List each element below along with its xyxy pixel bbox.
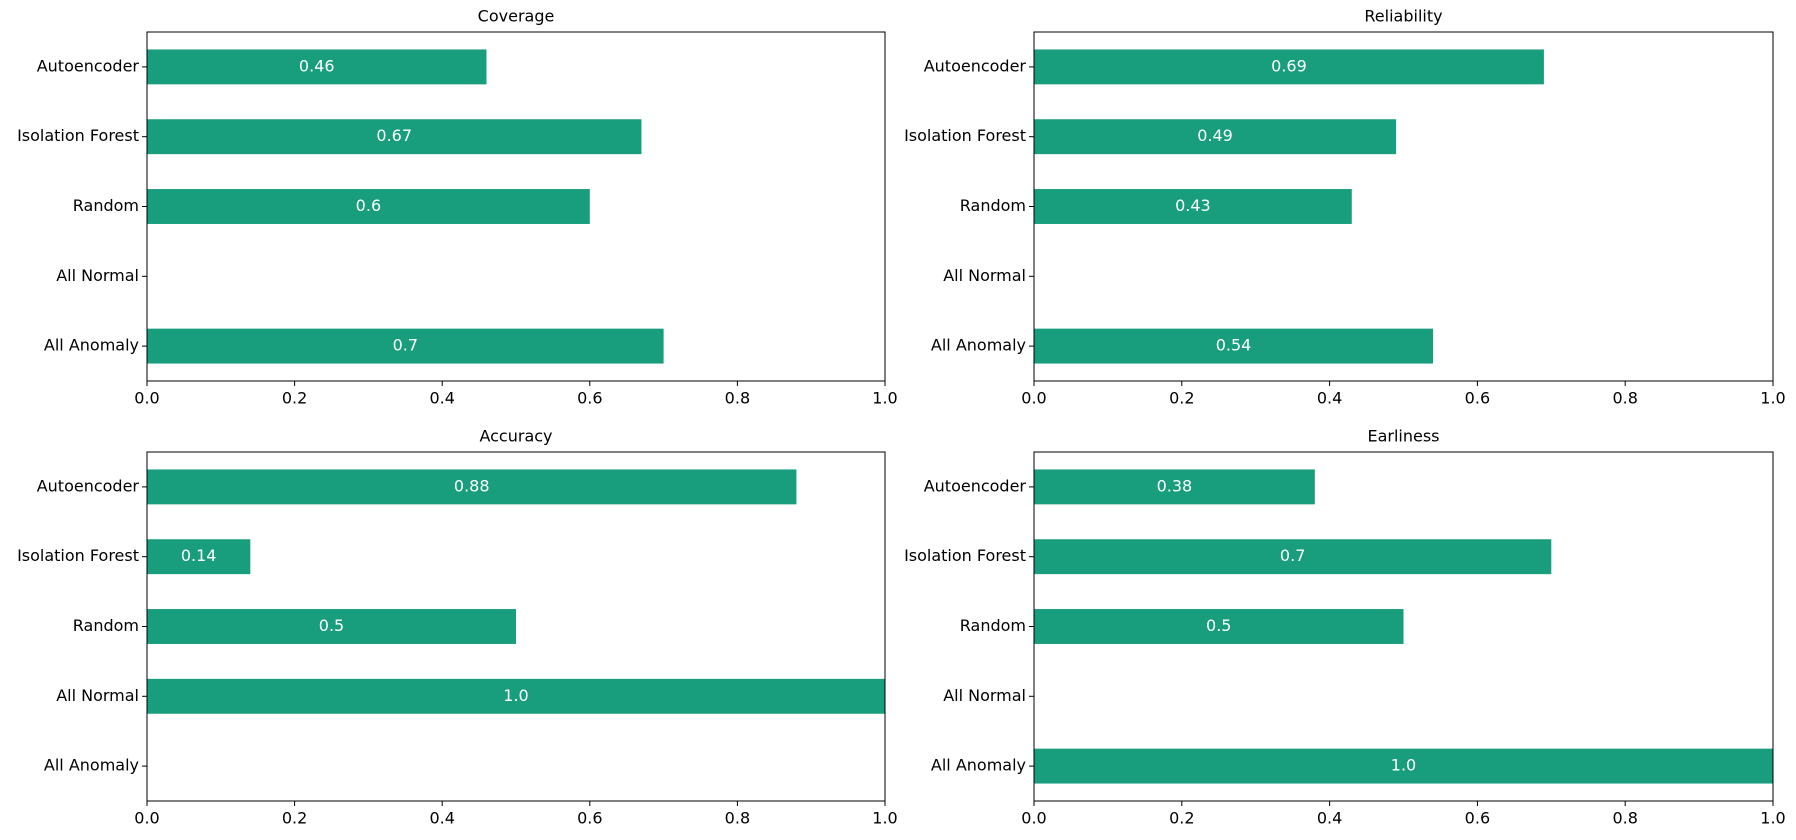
x-tick-label: 0.4 xyxy=(1317,809,1342,828)
bar xyxy=(147,609,516,644)
bar xyxy=(1034,49,1544,85)
x-tick-label: 0.2 xyxy=(1169,389,1194,408)
y-tick-label: Autoencoder xyxy=(37,56,140,75)
y-tick-label: All Normal xyxy=(56,266,139,285)
x-tick-label: 0.6 xyxy=(577,389,602,408)
chart-title: Earliness xyxy=(1367,427,1439,446)
x-tick-label: 0.4 xyxy=(429,389,454,408)
x-tick-label: 0.4 xyxy=(1317,389,1342,408)
y-tick-label: All Anomaly xyxy=(44,336,139,355)
bar xyxy=(1034,328,1434,364)
bar xyxy=(1034,119,1397,155)
value-label: 0.38 xyxy=(1157,476,1193,495)
y-tick-label: All Anomaly xyxy=(931,756,1026,775)
value-label: 0.49 xyxy=(1197,126,1233,145)
x-tick-label: 1.0 xyxy=(872,389,897,408)
x-tick-label: 0.0 xyxy=(1021,389,1046,408)
x-tick-label: 0.0 xyxy=(1021,809,1046,828)
x-tick-label: 0.0 xyxy=(134,809,159,828)
x-tick-label: 0.0 xyxy=(134,389,159,408)
bar xyxy=(1034,539,1552,575)
value-label: 0.46 xyxy=(299,56,335,75)
bar xyxy=(147,189,590,224)
x-tick-label: 0.2 xyxy=(282,389,307,408)
x-tick-label: 0.8 xyxy=(725,809,750,828)
y-tick-label: Random xyxy=(960,196,1026,215)
bar xyxy=(1034,609,1404,644)
y-tick-label: Isolation Forest xyxy=(904,126,1026,145)
value-label: 0.54 xyxy=(1216,336,1252,355)
bar xyxy=(147,539,251,575)
y-tick-label: All Anomaly xyxy=(44,756,139,775)
y-tick-label: Isolation Forest xyxy=(17,126,139,145)
y-tick-label: All Normal xyxy=(943,686,1026,705)
y-tick-label: All Normal xyxy=(56,686,139,705)
value-label: 0.43 xyxy=(1175,196,1211,215)
value-label: 0.5 xyxy=(1206,616,1231,635)
y-tick-label: All Normal xyxy=(943,266,1026,285)
axes-frame xyxy=(1033,451,1774,802)
y-tick-label: Isolation Forest xyxy=(904,546,1026,565)
bar xyxy=(1034,748,1773,784)
x-tick-label: 0.8 xyxy=(1612,389,1637,408)
x-tick-label: 0.4 xyxy=(429,809,454,828)
axes-frame xyxy=(1033,31,1774,382)
axes-frame xyxy=(146,31,886,382)
y-tick-label: Random xyxy=(73,196,139,215)
bar xyxy=(1034,189,1352,224)
x-tick-label: 0.6 xyxy=(577,809,602,828)
bar xyxy=(1034,469,1315,505)
bar xyxy=(147,678,885,714)
value-label: 0.88 xyxy=(454,476,490,495)
x-tick-label: 1.0 xyxy=(1760,389,1785,408)
value-label: 0.5 xyxy=(319,616,344,635)
value-label: 1.0 xyxy=(1391,756,1416,775)
chart-title: Accuracy xyxy=(479,427,552,446)
x-tick-label: 0.6 xyxy=(1465,809,1490,828)
y-tick-label: Autoencoder xyxy=(37,476,140,495)
x-tick-label: 0.8 xyxy=(725,389,750,408)
y-tick-label: All Anomaly xyxy=(931,336,1026,355)
chart-title: Coverage xyxy=(478,7,555,26)
value-label: 0.7 xyxy=(1280,546,1305,565)
bar xyxy=(147,49,487,85)
x-tick-label: 0.6 xyxy=(1465,389,1490,408)
x-tick-label: 0.2 xyxy=(282,809,307,828)
value-label: 0.69 xyxy=(1271,56,1307,75)
bar xyxy=(147,119,642,155)
y-tick-label: Random xyxy=(960,616,1026,635)
y-tick-label: Isolation Forest xyxy=(17,546,139,565)
value-label: 0.7 xyxy=(393,336,418,355)
y-tick-label: Autoencoder xyxy=(924,56,1027,75)
y-tick-label: Random xyxy=(73,616,139,635)
x-tick-label: 1.0 xyxy=(1760,809,1785,828)
y-tick-label: Autoencoder xyxy=(924,476,1027,495)
x-tick-label: 1.0 xyxy=(872,809,897,828)
value-label: 1.0 xyxy=(503,686,528,705)
value-label: 0.67 xyxy=(376,126,412,145)
bar xyxy=(147,469,797,505)
value-label: 0.14 xyxy=(181,546,217,565)
axes-frame xyxy=(146,451,886,802)
x-tick-label: 0.2 xyxy=(1169,809,1194,828)
chart-title: Reliability xyxy=(1364,7,1442,26)
bar xyxy=(147,328,664,364)
x-tick-label: 0.8 xyxy=(1612,809,1637,828)
value-label: 0.6 xyxy=(356,196,381,215)
